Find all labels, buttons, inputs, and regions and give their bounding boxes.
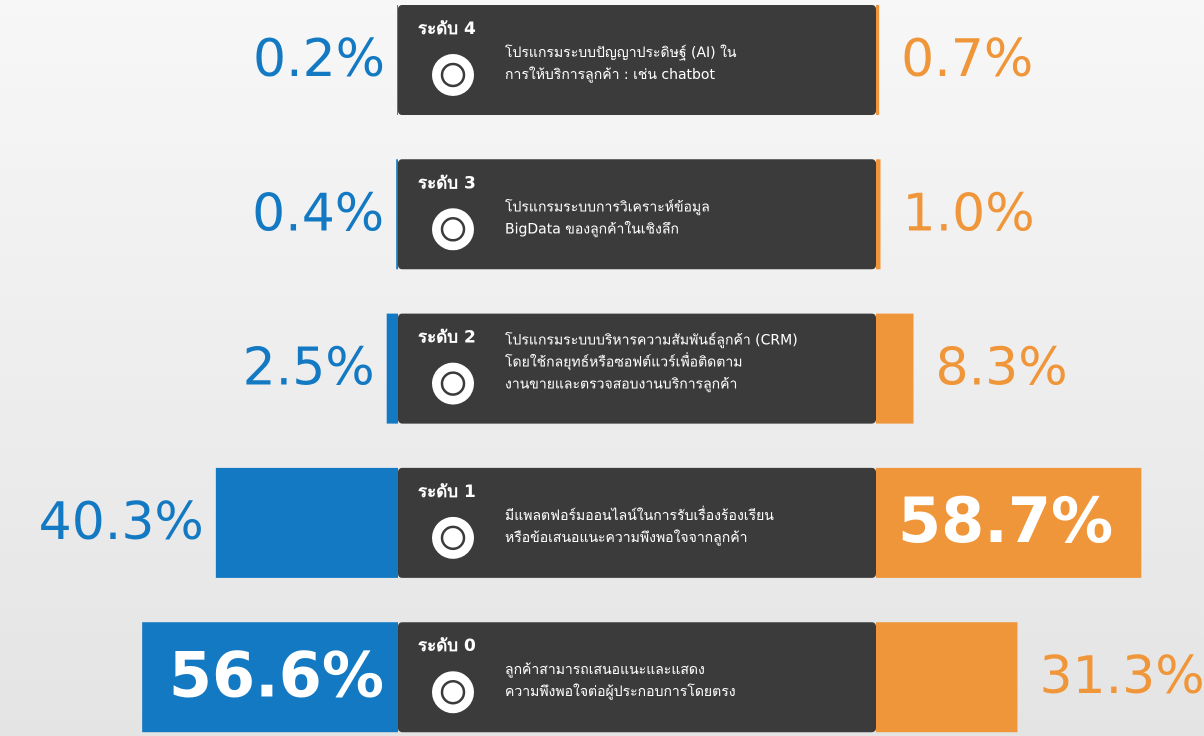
level-icon xyxy=(432,362,474,405)
value-label: 8.3% xyxy=(936,338,1068,398)
value-label: 58.7% xyxy=(898,484,1113,557)
bar xyxy=(876,313,914,424)
level-icon xyxy=(432,516,474,559)
level-label: ระดับ 2 xyxy=(418,328,476,348)
level-description: BigData ของลูกค้าในเชิงลึก xyxy=(505,220,679,237)
bar xyxy=(396,159,398,270)
value-label: 0.4% xyxy=(252,183,384,243)
level-box xyxy=(398,467,876,578)
level-description: การให้บริการลูกค้า : เช่น chatbot xyxy=(505,66,715,83)
level-icon-inner xyxy=(440,371,466,396)
value-label: 2.5% xyxy=(243,338,375,398)
level-description: โปรแกรมระบบการวิเคราะห์ข้อมูล xyxy=(505,198,710,215)
bar xyxy=(397,5,398,115)
level-icon-inner xyxy=(440,525,466,551)
level-icon xyxy=(432,671,474,714)
bar xyxy=(876,622,1018,733)
level-icon xyxy=(432,208,474,251)
level-description: โปรแกรมระบบบริหารความสัมพันธ์ลูกค้า (CRM… xyxy=(505,332,798,349)
level-label: ระดับ 1 xyxy=(418,482,476,502)
value-label: 40.3% xyxy=(39,492,204,552)
level-description: ลูกค้าสามารถเสนอแนะและแสดง xyxy=(505,662,705,678)
level-description: งานขายและตรวจสอบงานบริการลูกค้า xyxy=(505,377,737,393)
bar xyxy=(142,622,398,733)
level-box xyxy=(398,313,876,424)
value-label: 0.7% xyxy=(901,29,1033,89)
level-description: โปรแกรมระบบปัญญาประดิษฐ์ (AI) ใน xyxy=(505,44,737,61)
bar xyxy=(386,313,398,424)
level-icon-inner xyxy=(440,62,466,88)
bar xyxy=(876,159,881,270)
level-box xyxy=(398,622,876,733)
level-description: หรือข้อเสนอแนะความพึงพอใจจากลูกค้า xyxy=(505,529,747,546)
value-label: 0.2% xyxy=(253,29,385,89)
value-label: 31.3% xyxy=(1039,646,1204,706)
level-icon-inner xyxy=(440,679,466,705)
level-description: มีแพลตฟอร์มออนไลน์ในการรับเรื่องร้องเรีย… xyxy=(505,506,774,524)
level-description: โดยใช้กลยุทธ์หรือซอฟต์แวร์เพื่อติดตาม xyxy=(505,353,742,371)
bar xyxy=(215,467,398,578)
level-label: ระดับ 0 xyxy=(418,636,476,656)
level-label: ระดับ 3 xyxy=(418,173,476,193)
value-label: 1.0% xyxy=(903,183,1035,243)
bar xyxy=(876,467,1142,578)
level-icon-inner xyxy=(440,217,466,242)
level-box xyxy=(398,5,876,115)
bar xyxy=(876,5,880,115)
level-label: ระดับ 4 xyxy=(418,19,476,39)
level-box xyxy=(398,159,876,270)
level-icon xyxy=(432,54,474,96)
level-description: ความพึงพอใจต่อผู้ประกอบการโดยตรง xyxy=(505,683,736,700)
value-label: 56.6% xyxy=(169,638,384,711)
